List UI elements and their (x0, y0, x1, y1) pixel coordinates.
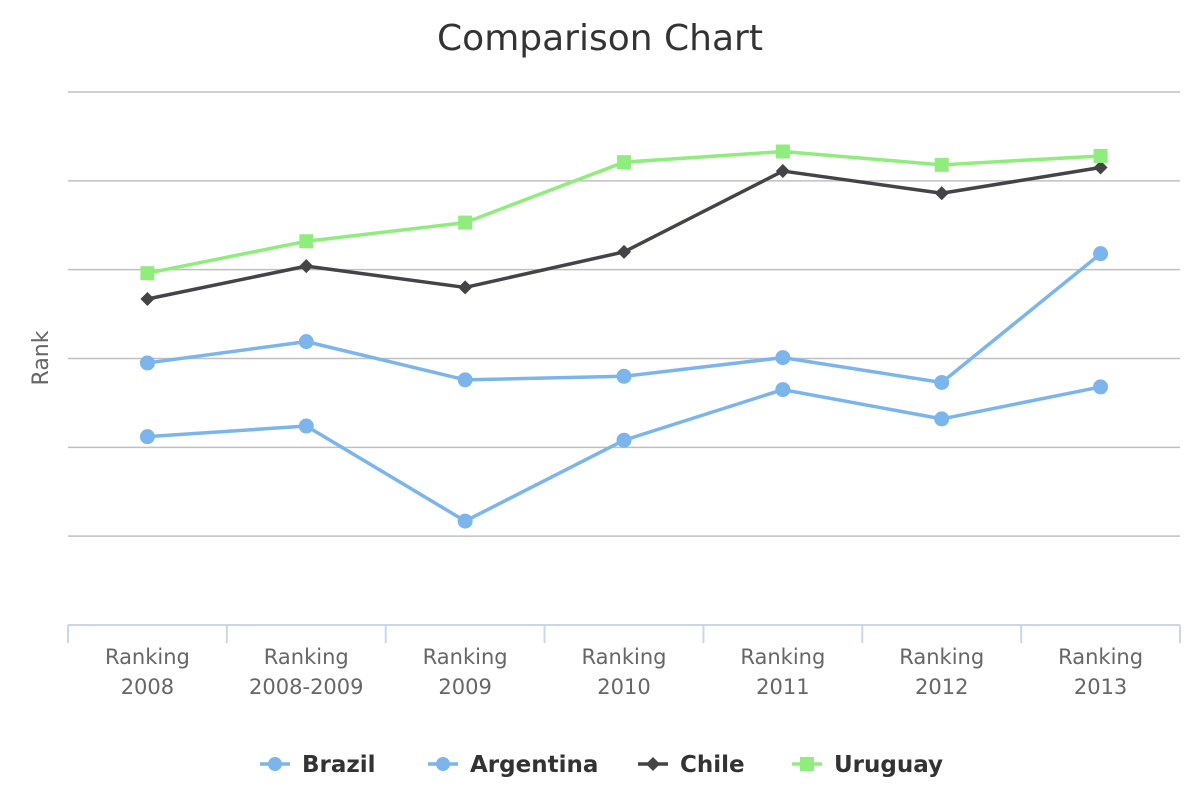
data-point (140, 266, 155, 281)
x-tick-label: Ranking 2013 (1058, 645, 1143, 699)
x-tick-label: Ranking 2009 (423, 645, 508, 699)
data-point (1093, 148, 1108, 163)
data-point (775, 350, 791, 366)
data-point (934, 374, 950, 390)
y-axis-label: Rank (29, 330, 54, 385)
legend-item-uruguay[interactable]: Uruguay (792, 752, 943, 778)
data-point (140, 291, 155, 306)
data-point (616, 432, 632, 448)
data-point (1093, 160, 1108, 175)
legend-item-argentina[interactable]: Argentina (428, 752, 598, 778)
data-point (139, 355, 155, 371)
data-point (775, 164, 790, 179)
legend-marker (268, 757, 282, 771)
legend-marker (436, 757, 450, 771)
data-point (617, 244, 631, 259)
series-line (145, 165, 1103, 301)
x-tick-label: Ranking 2008 (105, 645, 190, 699)
data-point (1093, 379, 1109, 395)
legend-marker (800, 757, 814, 771)
gridlines (68, 91, 1180, 537)
data-point (617, 155, 631, 170)
data-point (457, 372, 473, 388)
series-brazil (139, 379, 1109, 529)
data-point (934, 186, 949, 201)
data-point (457, 513, 473, 529)
data-point (458, 215, 473, 230)
series-line (145, 385, 1103, 523)
series-chile (140, 160, 1108, 306)
legend[interactable]: Brazil Argentina Chile Uruguay (260, 752, 943, 778)
x-axis: Ranking 2008 Ranking 2008-2009 Ranking 2009 Ra… (67, 624, 1181, 699)
data-point (298, 334, 314, 350)
series-argentina (139, 246, 1109, 390)
legend-label: Brazil (302, 752, 376, 778)
data-point (458, 280, 473, 295)
legend-label: Uruguay (834, 752, 943, 778)
data-point (934, 411, 950, 427)
legend-label: Argentina (470, 752, 598, 778)
series-lines (139, 144, 1109, 529)
data-point (139, 429, 155, 445)
legend-item-brazil[interactable]: Brazil (260, 752, 376, 778)
legend-marker (646, 757, 660, 771)
data-point (299, 259, 314, 274)
x-tick-label: Ranking 2012 (899, 645, 984, 699)
series-uruguay (140, 144, 1108, 281)
data-point (298, 418, 314, 434)
data-point (299, 234, 314, 249)
x-tick-label: Ranking 2008-2009 (249, 645, 363, 699)
data-point (775, 382, 791, 398)
data-point (775, 144, 790, 159)
series-line (145, 251, 1103, 385)
legend-label: Chile (680, 752, 745, 778)
chart-title: Comparison Chart (437, 18, 763, 59)
data-point (1093, 246, 1109, 262)
x-tick-label: Ranking 2011 (740, 645, 825, 699)
x-tick-label: Ranking 2010 (582, 645, 667, 699)
legend-item-chile[interactable]: Chile (638, 752, 745, 778)
data-point (616, 368, 632, 384)
data-point (934, 157, 949, 172)
